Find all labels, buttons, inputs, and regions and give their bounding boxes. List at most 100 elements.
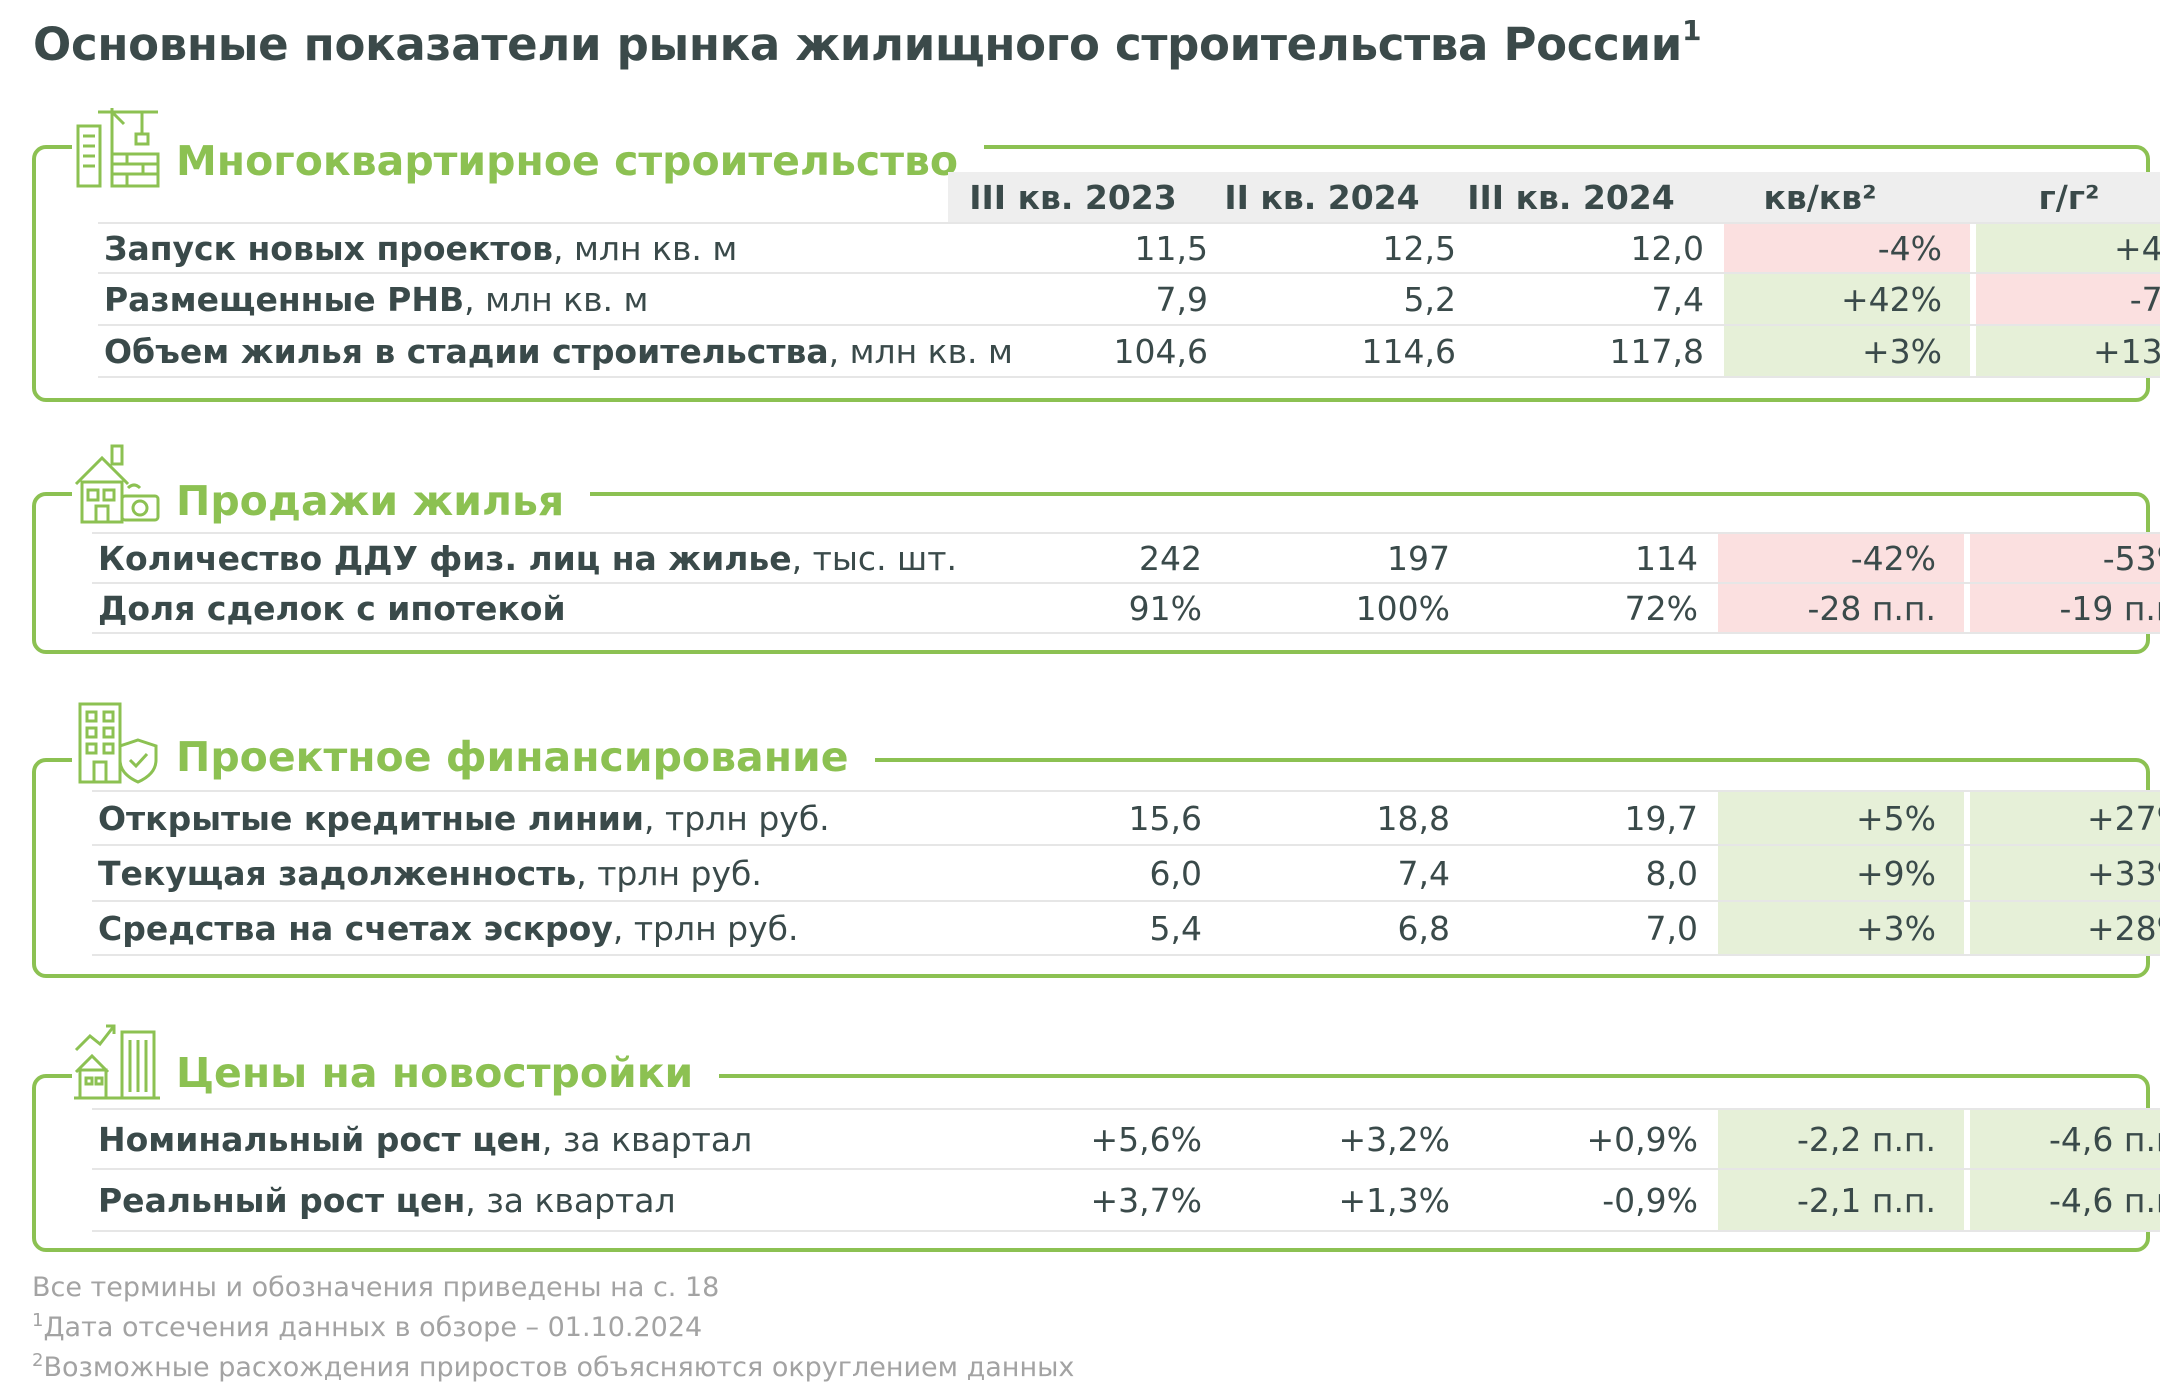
table-row: Текущая задолженность, трлн руб. 6,0 7,4…: [92, 846, 2160, 902]
value-q3-2023: 7,9: [1155, 279, 1208, 319]
row-label: Объем жилья в стадии строительства, млн …: [104, 331, 1013, 371]
value-q3-2024: 12,0: [1630, 228, 1704, 268]
data-table: III кв. 2023 II кв. 2024 III кв. 2024 кв…: [98, 172, 2160, 378]
price-growth-buildings-icon: [74, 1024, 160, 1100]
value-q3-2024: 8,0: [1645, 853, 1698, 893]
row-label: Запуск новых проектов, млн кв. м: [104, 228, 738, 268]
data-table: Открытые кредитные линии, трлн руб. 15,6…: [92, 790, 2160, 956]
value-q2-2024: +3,2%: [1338, 1119, 1451, 1159]
construction-building-icon: [76, 108, 160, 188]
change-qoq: +3%: [1718, 902, 1964, 954]
change-yoy: +28%: [1970, 902, 2160, 954]
section-title: Продажи жилья: [176, 477, 565, 525]
value-q2-2024: 6,8: [1397, 908, 1450, 948]
change-qoq: +3%: [1724, 326, 1970, 376]
change-yoy: -19 п.п.: [1970, 584, 2160, 632]
table-body: Открытые кредитные линии, трлн руб. 15,6…: [92, 790, 2160, 956]
value-q3-2023: 5,4: [1149, 908, 1202, 948]
change-qoq: -28 п.п.: [1718, 584, 1964, 632]
row-label: Открытые кредитные линии, трлн руб.: [98, 798, 830, 838]
section-project-financing: Проектное финансирование Открытые кредит…: [32, 696, 2160, 978]
change-qoq: +5%: [1718, 792, 1964, 844]
table-row: Доля сделок с ипотекой 91% 100% 72% -28 …: [92, 584, 2160, 634]
table-body: Номинальный рост цен, за квартал +5,6% +…: [92, 1108, 2160, 1232]
row-label: Доля сделок с ипотекой: [98, 588, 566, 628]
value-q2-2024: 100%: [1355, 588, 1450, 628]
value-q3-2023: +5,6%: [1090, 1119, 1203, 1159]
section-header: Цены на новостройки: [72, 1012, 720, 1102]
section-title: Проектное финансирование: [176, 733, 849, 781]
value-q3-2024: 7,0: [1645, 908, 1698, 948]
section-title: Цены на новостройки: [176, 1049, 694, 1097]
value-q3-2023: 104,6: [1113, 331, 1208, 371]
change-yoy: +27%: [1970, 792, 2160, 844]
change-qoq: -42%: [1718, 534, 1964, 582]
table-row: Открытые кредитные линии, трлн руб. 15,6…: [92, 790, 2160, 846]
column-header: III кв. 2024: [1446, 172, 1696, 222]
value-q3-2024: 72%: [1624, 588, 1698, 628]
page-title: Основные показатели рынка жилищного стро…: [33, 14, 1702, 71]
value-q3-2023: 91%: [1128, 588, 1202, 628]
table-row: Количество ДДУ физ. лиц на жилье, тыс. ш…: [92, 532, 2160, 584]
data-table: Номинальный рост цен, за квартал +5,6% +…: [92, 1108, 2160, 1232]
section-header: Многоквартирное строительство: [72, 100, 985, 190]
value-q3-2024: -0,9%: [1602, 1180, 1698, 1220]
section-apartment-construction: Многоквартирное строительство III кв. 20…: [32, 100, 2160, 402]
table-body: Запуск новых проектов, млн кв. м 11,5 12…: [98, 222, 2160, 378]
value-q3-2024: 114: [1635, 538, 1698, 578]
row-label: Средства на счетах эскроу, трлн руб.: [98, 908, 799, 948]
title-footnote-mark: 1: [1682, 14, 1702, 47]
change-qoq: +42%: [1724, 274, 1970, 324]
value-q3-2023: +3,7%: [1090, 1180, 1203, 1220]
value-q2-2024: 5,2: [1403, 279, 1456, 319]
section-header: Продажи жилья: [72, 440, 591, 530]
change-yoy: -53%: [1970, 534, 2160, 582]
value-q3-2024: 7,4: [1651, 279, 1704, 319]
row-label: Номинальный рост цен, за квартал: [98, 1119, 753, 1159]
footnotes: Все термины и обозначения приведены на с…: [32, 1264, 1074, 1384]
value-q2-2024: 12,5: [1382, 228, 1456, 268]
value-q3-2024: 19,7: [1624, 798, 1698, 838]
footnote: 1Дата отсечения данных в обзоре – 01.10.…: [32, 1310, 703, 1343]
column-header: г/г²: [1944, 172, 2160, 222]
column-header: кв/кв²: [1696, 172, 1944, 222]
value-q2-2024: 7,4: [1397, 853, 1450, 893]
value-q3-2024: 117,8: [1609, 331, 1704, 371]
row-label: Размещенные РНВ, млн кв. м: [104, 279, 649, 319]
section-title: Многоквартирное строительство: [176, 137, 959, 185]
change-yoy: -4,6 п.п.: [1970, 1110, 2160, 1168]
value-q2-2024: 18,8: [1376, 798, 1450, 838]
change-yoy: +13%: [1976, 326, 2160, 376]
footnote: Все термины и обозначения приведены на с…: [32, 1272, 720, 1303]
change-yoy: +33%: [1970, 846, 2160, 900]
value-q2-2024: 197: [1387, 538, 1450, 578]
footnote: 2Возможные расхождения приростов объясня…: [32, 1350, 1075, 1383]
change-qoq: -2,1 п.п.: [1718, 1170, 1964, 1230]
row-label: Реальный рост цен, за квартал: [98, 1180, 676, 1220]
table-row: Запуск новых проектов, млн кв. м 11,5 12…: [98, 222, 2160, 274]
table-row: Средства на счетах эскроу, трлн руб. 5,4…: [92, 902, 2160, 956]
section-header: Проектное финансирование: [72, 696, 875, 786]
value-q3-2023: 242: [1139, 538, 1202, 578]
value-q3-2023: 15,6: [1128, 798, 1202, 838]
section-housing-sales: Продажи жилья Количество ДДУ физ. лиц на…: [32, 440, 2160, 654]
value-q2-2024: 114,6: [1361, 331, 1456, 371]
change-qoq: -2,2 п.п.: [1718, 1110, 1964, 1168]
table-body: Количество ДДУ физ. лиц на жилье, тыс. ш…: [92, 532, 2160, 634]
section-new-build-prices: Цены на новостройки Номинальный рост цен…: [32, 1012, 2160, 1252]
change-qoq: +9%: [1718, 846, 1964, 900]
column-header: III кв. 2023: [948, 172, 1198, 222]
change-yoy: -4,6 п.п.: [1970, 1170, 2160, 1230]
change-qoq: -4%: [1724, 224, 1970, 272]
house-sale-icon: [74, 444, 160, 524]
data-table: Количество ДДУ физ. лиц на жилье, тыс. ш…: [92, 532, 2160, 634]
value-q3-2023: 11,5: [1134, 228, 1208, 268]
table-row: Объем жилья в стадии строительства, млн …: [98, 326, 2160, 378]
change-yoy: +4%: [1976, 224, 2160, 272]
value-q3-2024: +0,9%: [1586, 1119, 1699, 1159]
table-row: Реальный рост цен, за квартал +3,7% +1,3…: [92, 1170, 2160, 1232]
column-header: II кв. 2024: [1198, 172, 1446, 222]
table-row: Номинальный рост цен, за квартал +5,6% +…: [92, 1108, 2160, 1170]
value-q2-2024: +1,3%: [1338, 1180, 1451, 1220]
column-headers: III кв. 2023 II кв. 2024 III кв. 2024 кв…: [98, 172, 2160, 222]
